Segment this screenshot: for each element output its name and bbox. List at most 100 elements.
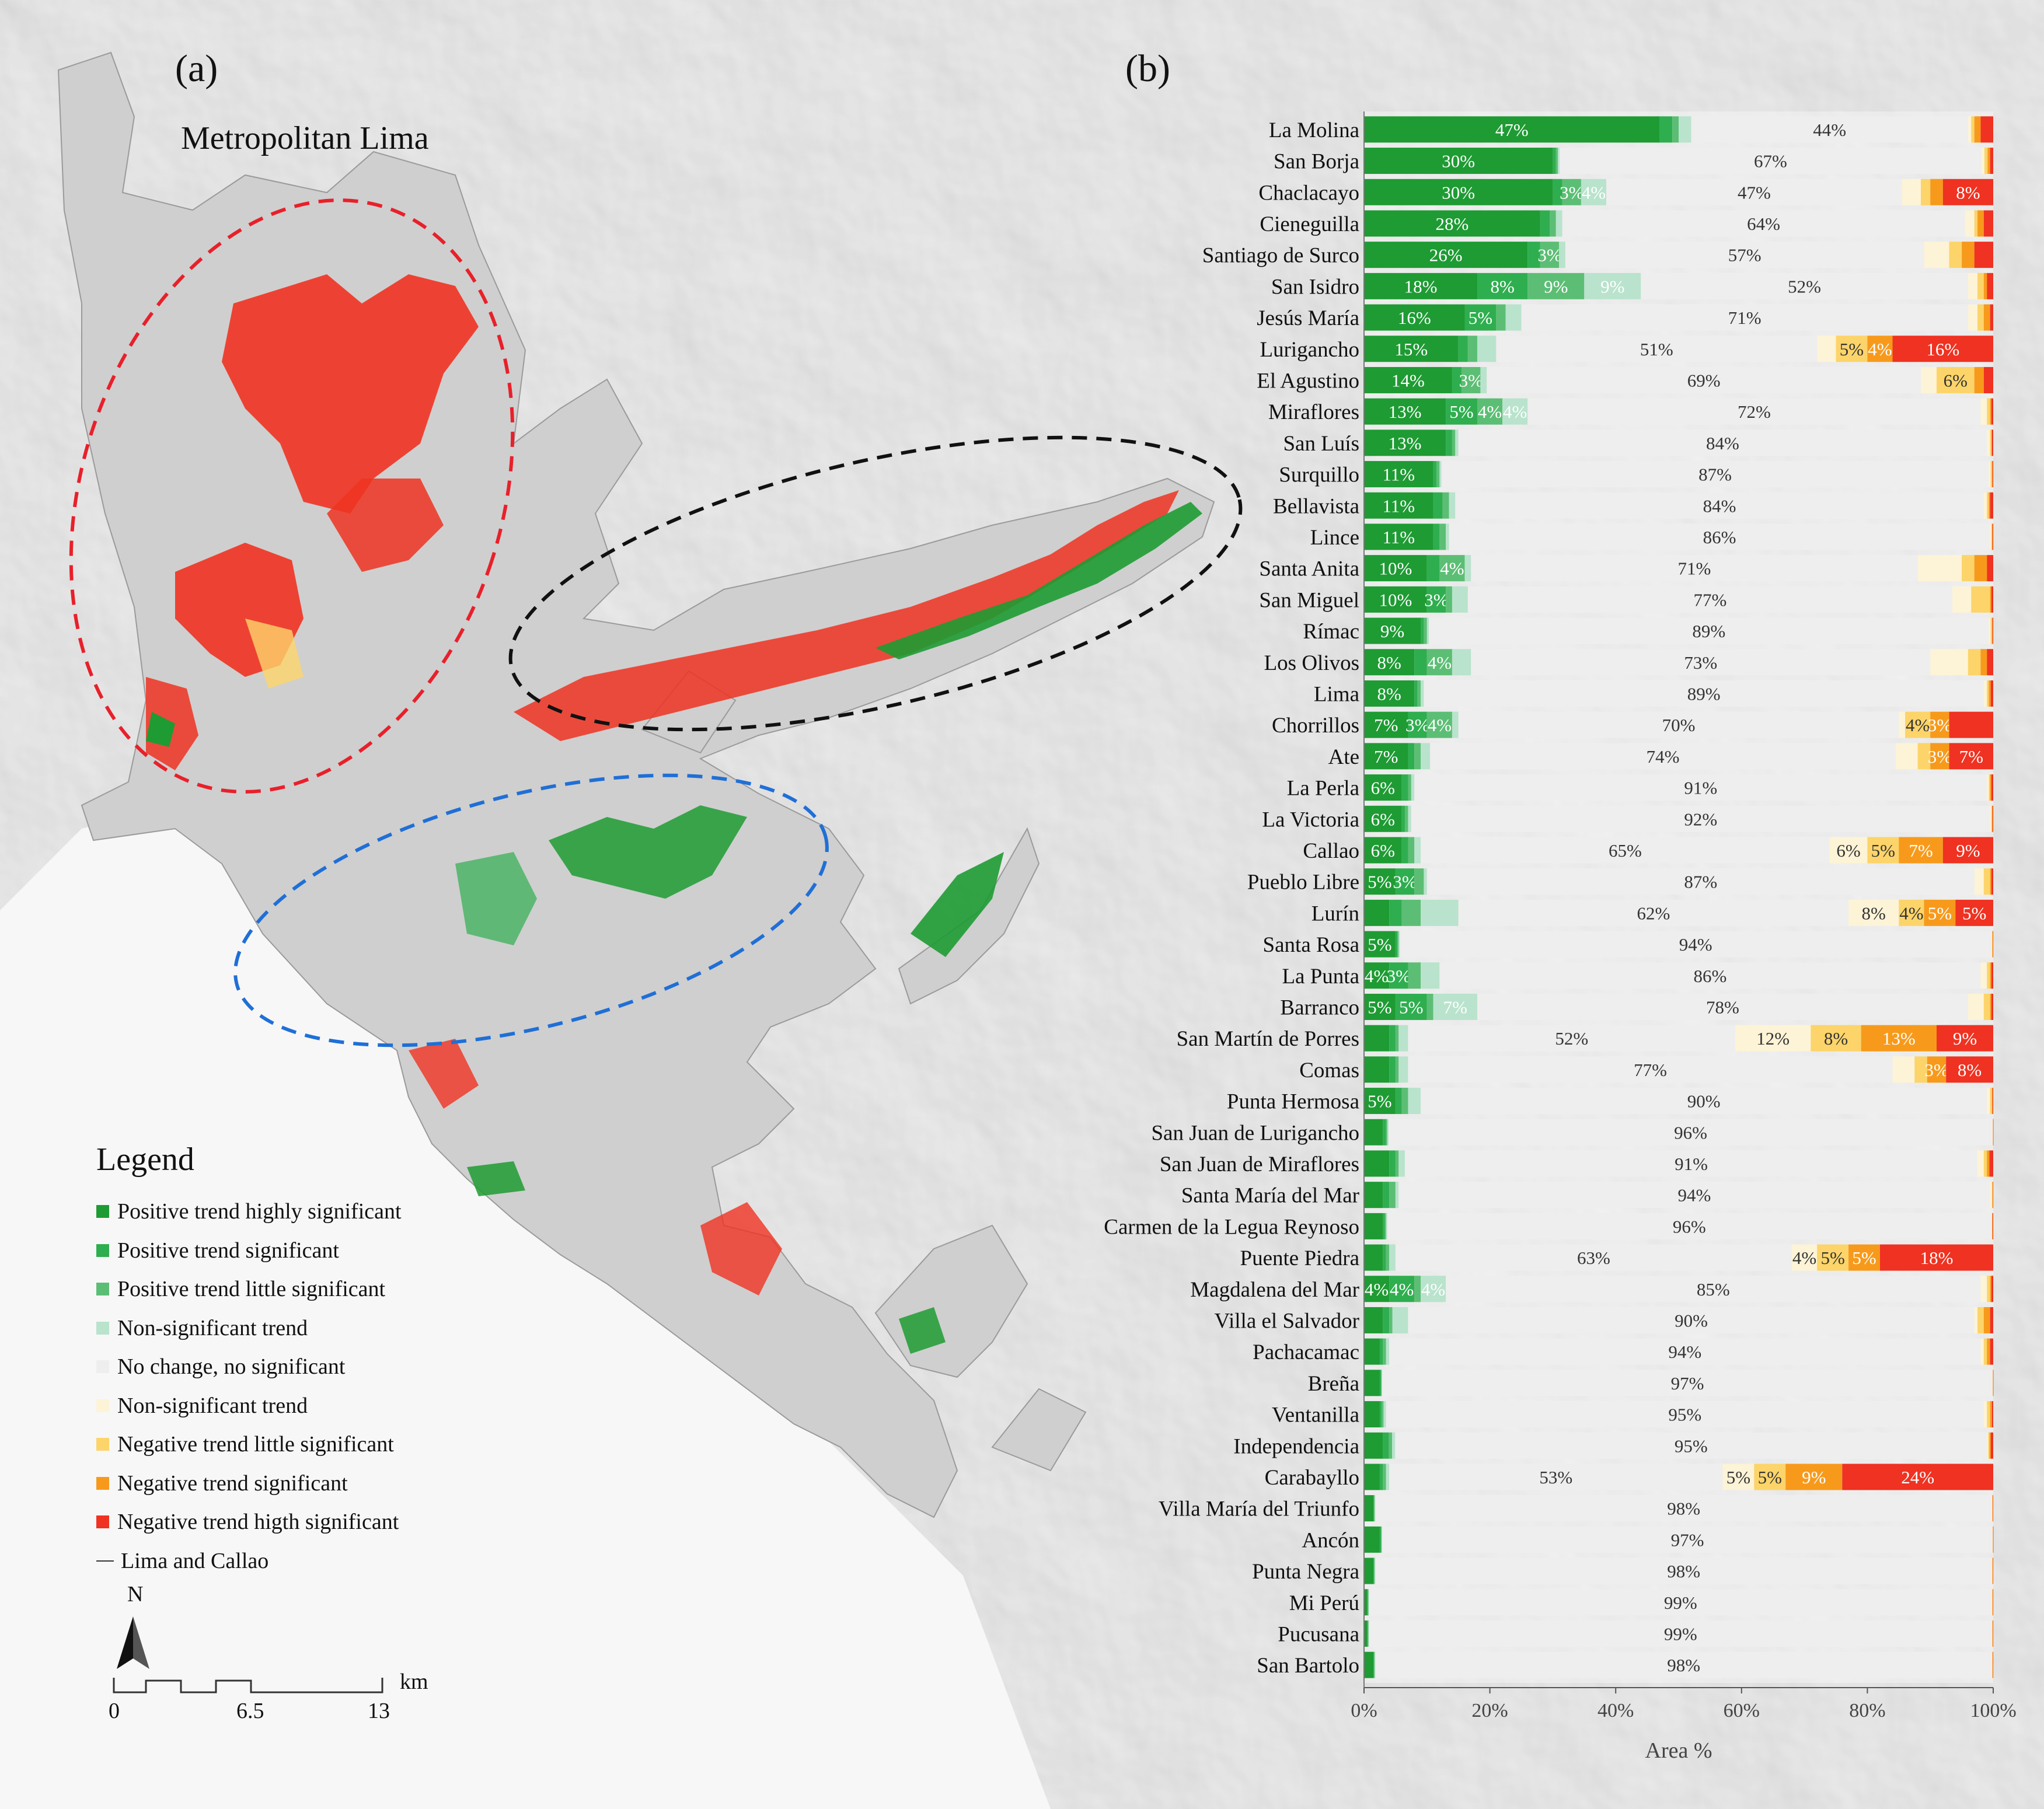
district-label: Carmen de la Legua Reynoso <box>1104 1215 1359 1239</box>
district-label: Breña <box>1308 1372 1359 1396</box>
bar-value-label: 87% <box>1698 465 1732 485</box>
bar-segment <box>1990 1401 1992 1428</box>
bar-segment <box>1921 366 1937 393</box>
bar-value-label: 5% <box>1368 1091 1391 1112</box>
bar-segment <box>1659 116 1673 143</box>
bar-segment <box>1458 336 1468 362</box>
bar-segment <box>1364 649 1415 676</box>
bar-segment <box>1364 1370 1380 1396</box>
district-label: Ventanilla <box>1272 1403 1359 1427</box>
bar-segment <box>1990 680 1993 707</box>
bar-segment <box>1550 210 1556 237</box>
district-label: Puente Piedra <box>1240 1246 1359 1270</box>
bar-segment <box>1987 962 1990 989</box>
bar-segment <box>1991 1276 1993 1302</box>
bar-value-label: 5% <box>1368 872 1391 892</box>
bar-segment <box>1389 1119 1993 1146</box>
bar-segment <box>1990 1088 1992 1115</box>
bar-segment <box>1990 398 1991 425</box>
bar-segment <box>1374 1495 1375 1522</box>
bar-segment <box>1401 899 1421 926</box>
bar-segment <box>1367 1589 1368 1616</box>
bar-segment <box>1414 1276 1421 1302</box>
legend-label: Negative trend higth significant <box>117 1510 399 1535</box>
bar-segment <box>1991 1182 1993 1209</box>
bar-segment <box>1991 993 1993 1020</box>
bar-segment <box>1379 1370 1382 1396</box>
bar-segment <box>1439 461 1442 488</box>
bar-segment <box>1991 1495 1993 1522</box>
bar-segment <box>1383 1464 1386 1490</box>
bar-segment <box>1414 743 1421 770</box>
bar-segment <box>1452 429 1456 456</box>
positive-trend-patches <box>146 502 1202 1354</box>
district-label: Jesús María <box>1257 306 1359 330</box>
bar-value-label: 7% <box>1374 746 1398 767</box>
district-label: San Isidro <box>1271 275 1359 299</box>
bar-segment <box>1988 1432 1990 1459</box>
bar-segment <box>1364 210 1540 237</box>
north-label: N <box>127 1582 144 1607</box>
bar-segment <box>1421 743 1431 770</box>
bar-segment <box>1983 304 1990 331</box>
district-label: Lurigancho <box>1260 338 1359 362</box>
bar-segment <box>1364 1119 1383 1146</box>
bar-segment <box>1364 931 1396 958</box>
bar-segment <box>1971 586 1990 613</box>
bar-segment <box>1989 461 1991 488</box>
bar-segment <box>1899 837 1943 864</box>
bar-value-label: 9% <box>1802 1467 1826 1487</box>
bar-value-label: 5% <box>1962 903 1986 923</box>
bar-value-label: 51% <box>1640 339 1673 359</box>
bar-segment <box>1364 1401 1380 1428</box>
bar-value-label: 3% <box>1459 370 1483 390</box>
bar-segment <box>1364 962 1390 989</box>
bar-value-label: 12% <box>1756 1028 1790 1049</box>
bar-segment <box>1899 899 1924 926</box>
bar-value-label: 85% <box>1697 1279 1730 1300</box>
bar-segment <box>1364 523 1433 550</box>
bar-segment <box>1991 1213 1992 1239</box>
bar-segment <box>1987 649 1993 676</box>
bar-segment <box>1641 273 1968 299</box>
district-label: San Borja <box>1274 150 1359 174</box>
x-tick-label: 60% <box>1724 1700 1760 1721</box>
bar-segment <box>1480 366 1487 393</box>
bar-segment <box>1364 1213 1383 1239</box>
bar-segment <box>1477 273 1528 299</box>
bar-value-label: 84% <box>1703 495 1736 516</box>
bar-segment <box>1364 1150 1390 1177</box>
bar-segment <box>1968 273 1978 299</box>
bar-value-label: 14% <box>1391 370 1425 390</box>
bar-value-label: 5% <box>1368 934 1391 955</box>
bar-segment <box>1990 993 1991 1020</box>
bar-segment <box>1367 1620 1368 1647</box>
bar-segment <box>1392 1307 1408 1333</box>
north-zone-ellipse <box>69 198 515 794</box>
bar-segment <box>1983 1307 1990 1333</box>
bar-value-label: 99% <box>1664 1623 1697 1644</box>
bar-segment <box>1364 461 1433 488</box>
bar-segment <box>1421 899 1459 926</box>
bar-segment <box>1383 1307 1390 1333</box>
bar-segment <box>1991 586 1993 613</box>
bar-value-label: 18% <box>1920 1248 1954 1268</box>
legend-swatch <box>96 1515 109 1529</box>
bar-segment <box>1430 743 1896 770</box>
bar-value-label: 91% <box>1684 778 1717 798</box>
bar-segment <box>1401 837 1408 864</box>
bar-segment <box>1983 366 1993 393</box>
bar-segment <box>1429 617 1989 644</box>
bar-segment <box>1433 461 1436 488</box>
bar-segment <box>1398 1150 1405 1177</box>
stacked-bar-chart: La Molina 47% 44% San Borja 30% 67% Chaclacayo… <box>1104 111 2017 1763</box>
bar-segment <box>1364 242 1528 268</box>
bar-value-label: 24% <box>1901 1467 1934 1487</box>
bar-segment <box>1983 993 1990 1020</box>
bar-segment <box>1672 116 1679 143</box>
bar-segment <box>1991 1088 1993 1115</box>
district-label: San Luís <box>1283 432 1359 456</box>
bar-segment <box>1836 336 1868 362</box>
north-arrow-icon <box>117 1616 149 1669</box>
bar-segment <box>1892 1056 1915 1083</box>
